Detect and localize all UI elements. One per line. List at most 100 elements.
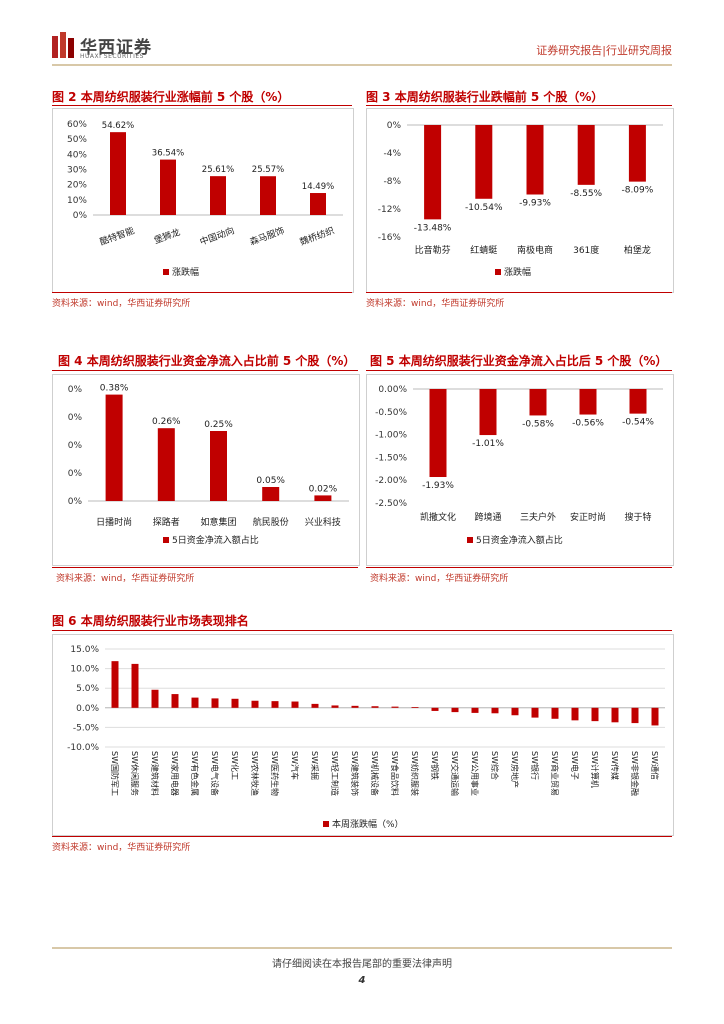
bar — [262, 487, 280, 501]
bar — [110, 132, 126, 215]
legend-label: 5日资金净流入额占比 — [172, 534, 259, 546]
bar — [191, 697, 199, 708]
legend-label: 涨跌幅 — [172, 266, 199, 278]
fig6-source: 资料来源：wind，华西证券研究所 — [52, 843, 191, 853]
bar — [611, 707, 619, 723]
x-tick-label: SW房地产 — [510, 751, 520, 788]
bar — [529, 389, 547, 416]
x-tick-label: 魏桥纺织 — [298, 224, 336, 248]
x-tick-label: SW电子 — [570, 751, 580, 780]
fig4-source: 资料来源：wind，华西证券研究所 — [56, 574, 195, 584]
legend-swatch — [163, 537, 169, 543]
bar — [491, 707, 499, 714]
bar — [231, 698, 239, 708]
data-label: 36.54% — [152, 149, 184, 159]
data-label: -0.58% — [522, 419, 554, 429]
bar — [391, 706, 399, 708]
y-tick-label: 0% — [68, 413, 83, 423]
y-tick-label: 40% — [67, 150, 87, 160]
data-label: 54.62% — [102, 121, 134, 131]
bar — [251, 700, 259, 708]
y-tick-label: -2.50% — [375, 499, 407, 509]
data-label: -8.55% — [570, 189, 602, 199]
fig6-panel: 15.0% 10.0% 5.0% 0.0% -5.0% -10.0% SW国防军工 SW休闲服… — [52, 634, 674, 836]
fig3-chart: 0% -4% -8% -12% -16% -13.48% 比音勒芬 -10.54% 红蜻蜓 -9.… — [378, 121, 663, 278]
bar — [211, 698, 219, 708]
x-tick-label: SW家用电器 — [170, 751, 180, 796]
x-tick-label: SW交通运输 — [450, 751, 460, 796]
x-tick-label: SW综合 — [490, 751, 500, 780]
x-tick-label: SW机械设备 — [370, 751, 380, 796]
fig4-title-rule — [52, 370, 358, 371]
data-label: 0.02% — [309, 484, 338, 494]
logo-icon — [52, 32, 74, 58]
y-tick-label: 30% — [67, 166, 87, 176]
bar — [210, 431, 227, 501]
x-tick-label: 兴业科技 — [305, 516, 341, 528]
bar — [471, 707, 479, 713]
x-tick-label: SW采掘 — [310, 751, 320, 780]
x-tick-label: SW食品饮料 — [390, 751, 400, 796]
bar — [579, 389, 597, 415]
y-tick-label: -4% — [383, 149, 401, 159]
x-tick-label: 酷特智能 — [98, 224, 136, 248]
y-tick-label: -2.00% — [375, 476, 407, 486]
report-type: 证券研究报告|行业研究周报 — [536, 44, 672, 57]
data-label: 25.57% — [252, 165, 284, 175]
x-tick-label: SW建筑材料 — [150, 751, 160, 796]
data-label: 0.26% — [152, 417, 181, 427]
bar — [314, 495, 332, 501]
bar — [629, 389, 647, 414]
x-tick-label: SW商业贸易 — [550, 751, 560, 796]
bar — [451, 707, 459, 713]
bar — [131, 663, 139, 708]
y-tick-label: -1.50% — [375, 453, 407, 463]
data-label: -10.54% — [465, 203, 503, 213]
bar — [151, 689, 159, 708]
y-tick-label: 0% — [68, 385, 83, 395]
fig5-source: 资料来源：wind，华西证券研究所 — [370, 574, 509, 584]
fig4-bottom-rule — [52, 567, 358, 568]
y-tick-label: 0% — [68, 497, 83, 507]
x-tick-label: SW休闲服务 — [130, 751, 140, 796]
y-tick-label: 10.0% — [70, 665, 99, 675]
bar — [351, 705, 359, 708]
data-label: -9.93% — [519, 199, 551, 209]
bar — [511, 707, 519, 716]
x-tick-label: 探路者 — [153, 516, 180, 528]
legend-label: 本周涨跌幅（%） — [332, 818, 404, 830]
y-tick-label: -8% — [383, 177, 401, 187]
x-tick-label: SW通信 — [650, 751, 660, 780]
x-tick-label: 航民股份 — [253, 516, 289, 528]
fig4-panel: 0% 0% 0% 0% 0% 0.38% 日播时尚 0.26% 探路者 0.25% 如意集团 0.05… — [52, 374, 360, 566]
fig2-source: 资料来源：wind，华西证券研究所 — [52, 299, 191, 309]
y-tick-label: 50% — [67, 135, 87, 145]
bar — [111, 661, 119, 708]
y-tick-label: 0% — [387, 121, 402, 131]
x-tick-label: 比音勒芬 — [415, 244, 451, 256]
data-label: -1.01% — [472, 439, 504, 449]
x-tick-label: 凯撒文化 — [420, 511, 456, 523]
fig2-panel: 60% 50% 40% 30% 20% 10% 0% 54.62% 酷特智能 36.54% 堡狮龙 2… — [52, 108, 354, 293]
x-tick-label: SW汽车 — [290, 751, 300, 780]
x-tick-label: SW国防军工 — [110, 751, 120, 796]
bar — [310, 193, 326, 215]
y-tick-label: -1.00% — [375, 431, 407, 441]
fig6-bottom-rule — [52, 836, 672, 837]
logo-text: 华西证券 — [80, 38, 152, 58]
y-tick-label: 0.00% — [378, 385, 407, 395]
x-tick-label: SW纺织服装 — [410, 751, 420, 796]
y-tick-label: 0% — [68, 469, 83, 479]
fig5-panel: 0.00% -0.50% -1.00% -1.50% -2.00% -2.50% -1.93… — [366, 374, 674, 566]
x-tick-label: 日播时尚 — [96, 516, 132, 528]
fig5-bottom-rule — [366, 567, 672, 568]
bar — [577, 125, 595, 185]
data-label: -0.54% — [622, 418, 654, 428]
x-tick-label: SW医药生物 — [270, 751, 280, 796]
bar — [311, 703, 319, 708]
x-tick-label: 跨境通 — [474, 511, 501, 523]
fig2-bottom-rule — [52, 292, 352, 293]
x-tick-label: 三夫户外 — [520, 511, 556, 523]
fig2-title-rule — [52, 105, 352, 106]
bar — [651, 707, 659, 726]
